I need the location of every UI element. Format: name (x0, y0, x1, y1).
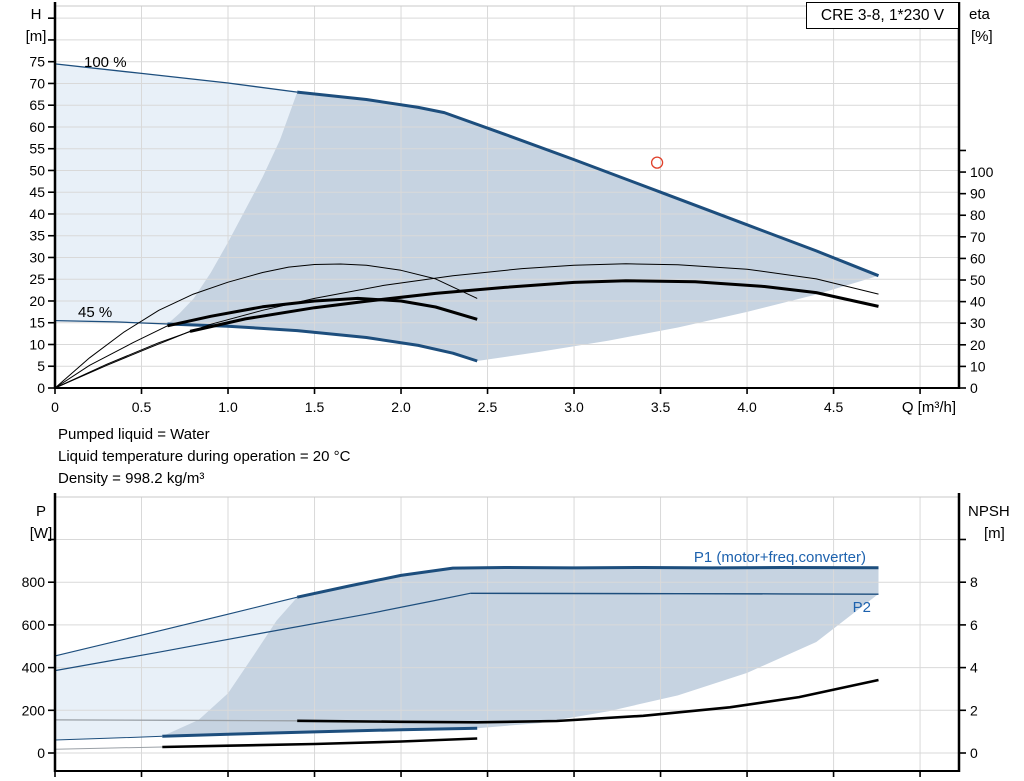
eta-curve-a-start (54, 325, 168, 389)
left-tick-label: 50 (29, 162, 45, 178)
x-tick-label: 4.0 (737, 399, 757, 415)
h-axis-unit: [m] (26, 28, 47, 45)
left-tick-label: 800 (22, 574, 46, 590)
right-tick-label: 60 (970, 250, 986, 266)
x-tick-label: 0 (51, 399, 59, 415)
x-tick-label: 2.5 (478, 399, 498, 415)
speed-45-curve (167, 322, 478, 363)
left-tick-label: 600 (22, 617, 46, 633)
liquid-temperature-line: Liquid temperature during operation = 20… (58, 448, 351, 465)
speed-100-curve (297, 90, 880, 278)
left-tick-label: 0 (37, 745, 45, 761)
x-tick-label: 0.5 (132, 399, 152, 415)
left-tick-label: 35 (29, 228, 45, 244)
speed-range-region (55, 63, 298, 325)
q-axis-title: Q [m³/h] (902, 399, 956, 416)
p2-curve-label: P2 (853, 599, 871, 616)
h-axis-title: H (31, 6, 42, 23)
npsh-axis-unit: [m] (984, 525, 1005, 542)
eta-axis-title: eta (969, 6, 991, 23)
qh-chart: 0 5 10 15 20 25 30 35 40 45 50 55 60 65 70 75 0 10 20 30 40 5… (29, 2, 994, 415)
left-tick-label: 70 (29, 75, 45, 91)
x-tick-label: 3.0 (564, 399, 584, 415)
left-tick-label: 55 (29, 141, 45, 157)
left-tick-label: 20 (29, 293, 45, 309)
speed-45-curve-thin (54, 320, 168, 325)
pumped-liquid-line: Pumped liquid = Water (58, 426, 210, 443)
p1-curve-thin (54, 596, 298, 657)
p2-curve (470, 592, 879, 595)
speed-100-label: 100 % (84, 54, 127, 71)
npsh-curve (297, 678, 879, 724)
right-tick-label: 90 (970, 186, 986, 202)
x-tick-label: 2.0 (391, 399, 411, 415)
right-tick-label: 10 (970, 358, 986, 374)
right-tick-label: 50 (970, 272, 986, 288)
eta-curve-b-start (54, 330, 191, 389)
right-tick-label: 80 (970, 207, 986, 223)
pump-model-badge: CRE 3-8, 1*230 V (806, 2, 959, 29)
p2-45-curve (162, 737, 478, 749)
pump-model-text: CRE 3-8, 1*230 V (820, 6, 945, 24)
power-chart: 0 200 400 600 800 0 2 4 6 8 (22, 493, 978, 777)
p1-curve-label: P1 (motor+freq.converter) (694, 549, 866, 566)
right-tick-label: 4 (970, 660, 978, 676)
left-tick-label: 40 (29, 206, 45, 222)
left-tick-label: 10 (29, 336, 45, 352)
left-tick-label: 65 (29, 97, 45, 113)
p1-curve (296, 566, 879, 599)
right-tick-label: 6 (970, 617, 978, 633)
left-tick-label: 5 (37, 358, 45, 374)
density-line: Density = 998.2 kg/m³ (58, 470, 205, 487)
npsh-curve-thin (54, 719, 298, 722)
p-axis-unit: [W] (30, 525, 53, 542)
eta-curve-a (167, 296, 478, 328)
npsh-axis-title: NPSH (968, 503, 1010, 520)
left-tick-label: 400 (22, 660, 46, 676)
p2-45-curve-thin (54, 746, 163, 750)
right-tick-label: 20 (970, 337, 986, 353)
x-tick-label: 1.0 (218, 399, 238, 415)
left-tick-label: 30 (29, 249, 45, 265)
p1-45-curve (162, 726, 478, 738)
right-tick-label: 0 (970, 380, 978, 396)
p1-45-curve-thin (54, 735, 163, 741)
left-tick-label: 60 (29, 119, 45, 135)
operating-envelope-region (167, 92, 879, 361)
power-range-region (55, 597, 298, 740)
right-tick-label: 70 (970, 229, 986, 245)
right-tick-label: 0 (970, 745, 978, 761)
right-tick-label: 40 (970, 294, 986, 310)
left-tick-label: 75 (29, 54, 45, 70)
left-tick-label: 15 (29, 315, 45, 331)
eta-curve-b (189, 279, 879, 333)
x-tick-label: 3.5 (651, 399, 671, 415)
p2-curve-thin (54, 592, 471, 672)
power-envelope-region (162, 567, 879, 737)
eta-axis-unit: [%] (971, 28, 993, 45)
left-tick-label: 45 (29, 184, 45, 200)
left-tick-label: 0 (37, 380, 45, 396)
p-axis-title: P (36, 503, 46, 520)
right-tick-label: 8 (970, 574, 978, 590)
speed-100-curve-thin (54, 63, 298, 93)
right-tick-label: 100 (970, 164, 994, 180)
x-tick-label: 4.5 (824, 399, 844, 415)
right-tick-label: 30 (970, 315, 986, 331)
duty-point (650, 156, 664, 169)
liquid-info-block: Pumped liquid = Water Liquid temperature… (58, 424, 350, 490)
right-tick-label: 2 (970, 702, 978, 718)
x-tick-label: 1.5 (305, 399, 325, 415)
speed-45-label: 45 % (78, 304, 112, 321)
left-tick-label: 200 (22, 702, 46, 718)
left-tick-label: 25 (29, 271, 45, 287)
eta-curve-1-thin (54, 263, 478, 389)
